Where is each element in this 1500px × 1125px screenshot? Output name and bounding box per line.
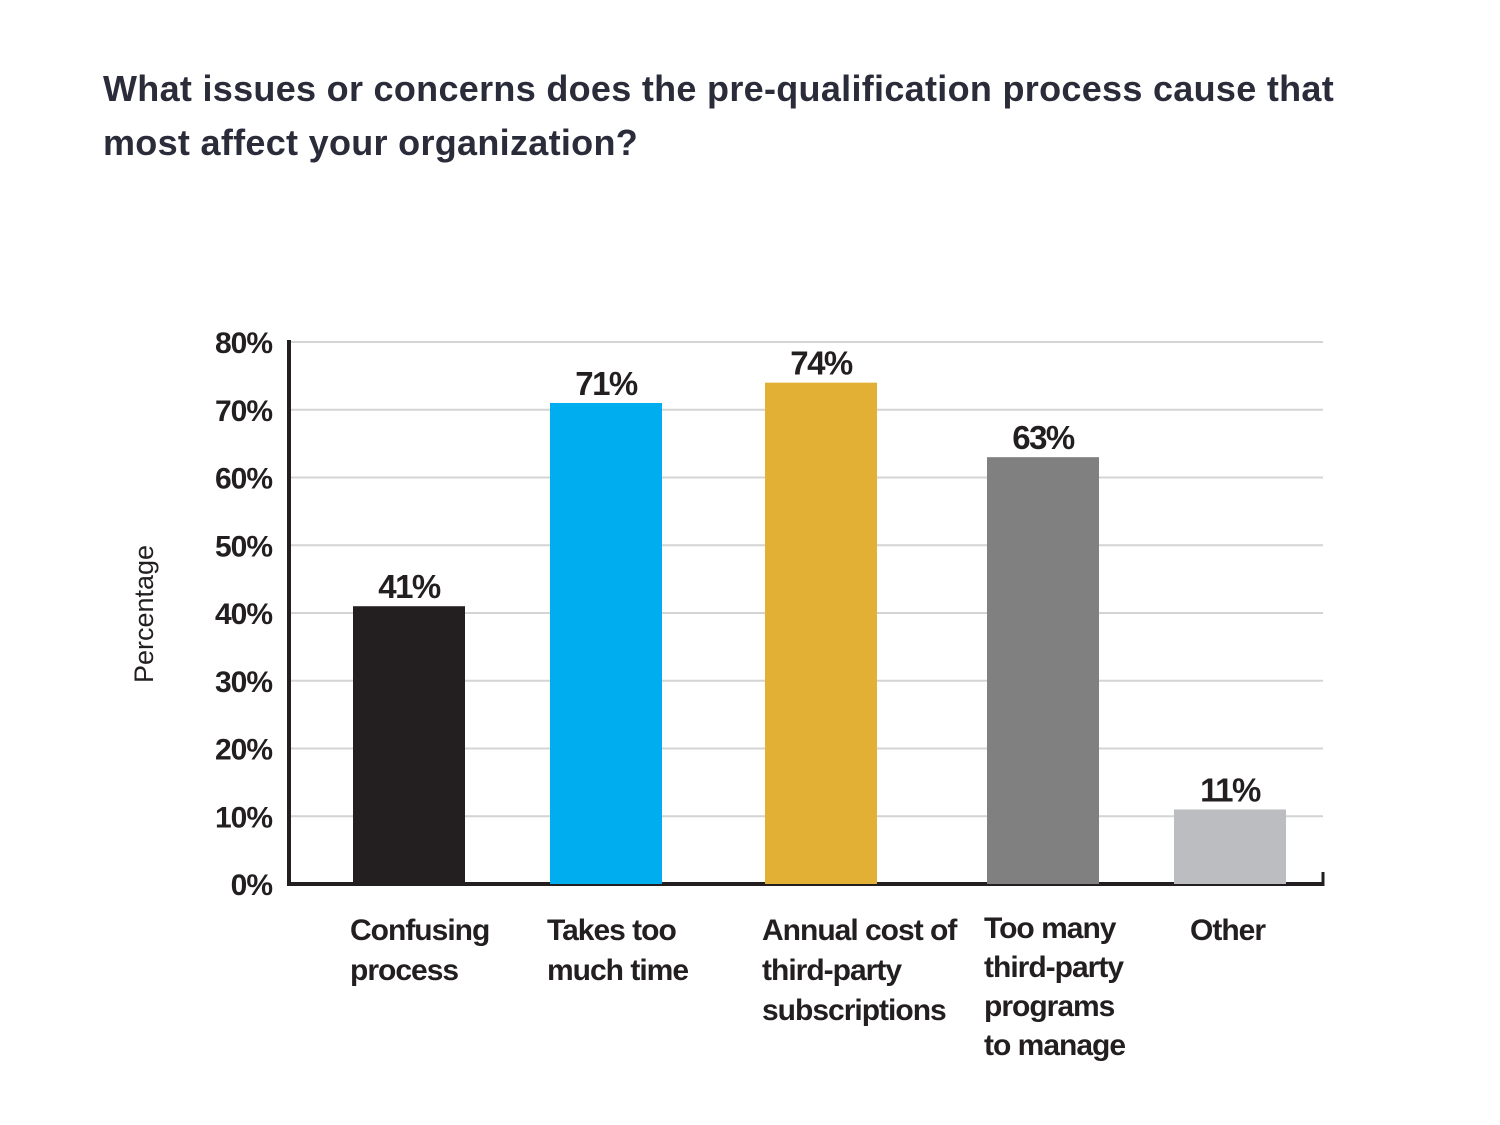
x-category-label: subscriptions xyxy=(762,994,946,1027)
data-label: 71% xyxy=(575,365,638,402)
y-tick-label: 40% xyxy=(215,598,272,631)
x-category-label: Other xyxy=(1190,914,1266,947)
x-category-label: programs xyxy=(984,990,1115,1023)
y-tick-label: 0% xyxy=(231,869,273,902)
data-label: 41% xyxy=(378,568,441,605)
x-category-label: third-party xyxy=(984,951,1124,984)
y-tick-label: 30% xyxy=(215,666,272,699)
x-category-label: process xyxy=(350,954,458,987)
x-category-label: much time xyxy=(547,954,688,987)
data-label: 11% xyxy=(1200,771,1261,808)
y-tick-label: 60% xyxy=(215,463,272,496)
bar xyxy=(353,606,465,884)
y-tick-label: 10% xyxy=(215,801,272,834)
y-tick-label: 50% xyxy=(215,530,272,563)
y-axis-label: Percentage xyxy=(129,545,159,683)
bar xyxy=(550,402,662,884)
bar xyxy=(765,382,877,884)
y-tick-label: 80% xyxy=(215,327,272,360)
x-category-label: to manage xyxy=(984,1029,1125,1062)
y-tick-label: 70% xyxy=(215,395,272,428)
x-category-label: Annual cost of xyxy=(762,914,958,947)
data-label: 63% xyxy=(1012,419,1075,456)
bar xyxy=(1174,809,1286,884)
y-tick-label: 20% xyxy=(215,734,272,767)
bar xyxy=(987,457,1099,884)
x-category-label: Too many xyxy=(984,912,1117,945)
chart-title: What issues or concerns does the pre-qua… xyxy=(103,68,1335,163)
x-category-label: Confusing xyxy=(350,914,489,947)
data-label: 74% xyxy=(790,345,853,382)
x-category-label: Takes too xyxy=(547,914,676,947)
x-category-label: third-party xyxy=(762,954,902,987)
